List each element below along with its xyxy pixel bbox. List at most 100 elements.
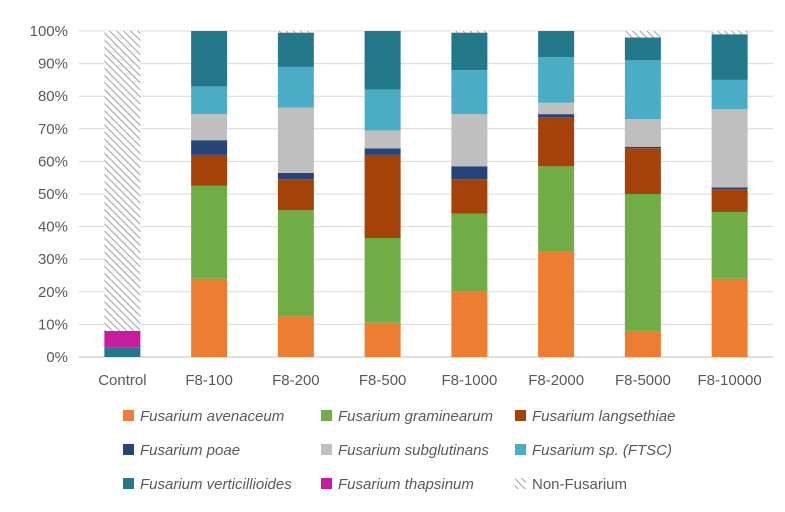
bar-segment-fusarium-avenaceum-f8-2000 — [538, 251, 575, 357]
y-tick-label: 30% — [38, 251, 68, 268]
bar-segment-fusarium-langsethiae-f8-2000 — [538, 117, 575, 167]
grid-lines — [79, 30, 773, 358]
legend-swatch-fusarium-subglutinans — [321, 444, 332, 455]
y-tick-label: 90% — [38, 56, 68, 73]
legend-label-fusarium-graminearum: Fusarium graminearum — [338, 408, 493, 425]
x-category-label: F8-5000 — [615, 372, 671, 389]
legend-label-fusarium-langsethiae: Fusarium langsethiae — [532, 408, 675, 425]
bar-segment-fusarium-poae-f8-5000 — [624, 146, 661, 149]
y-axis-tick-labels: 0% 10% 20% 30% 40% 50% 60% 70% 80% 90% 100% — [30, 23, 68, 366]
bar-segment-fusarium-avenaceum-f8-100 — [191, 278, 228, 357]
bar-segment-fusarium-sp-ftsc-f8-1000 — [451, 70, 488, 115]
legend-swatch-fusarium-thapsinum — [321, 478, 332, 489]
x-category-label: F8-1000 — [441, 372, 497, 389]
bar-segment-non-fusarium-f8-5000 — [624, 31, 661, 38]
legend-label-fusarium-subglutinans: Fusarium subglutinans — [338, 442, 489, 459]
bar-segment-fusarium-graminearum-f8-100 — [191, 185, 228, 279]
bar-segment-fusarium-verticillioides-f8-200 — [277, 32, 314, 67]
bar-segment-non-fusarium-f8-200 — [277, 31, 314, 33]
bar-segment-fusarium-sp-ftsc-f8-200 — [277, 66, 314, 108]
bar-segment-fusarium-sp-ftsc-f8-2000 — [538, 57, 575, 103]
bar-segment-fusarium-avenaceum-f8-10000 — [711, 278, 748, 357]
y-tick-label: 10% — [38, 316, 68, 333]
bar-segment-fusarium-sp-ftsc-f8-100 — [191, 86, 228, 115]
legend-swatch-non-fusarium — [515, 478, 526, 489]
bar-segment-fusarium-verticillioides-f8-2000 — [538, 31, 575, 58]
bar-segment-fusarium-langsethiae-f8-500 — [364, 154, 401, 239]
bar-segment-fusarium-avenaceum-f8-200 — [277, 316, 314, 357]
legend-swatch-fusarium-langsethiae — [515, 410, 526, 421]
legend-label-fusarium-sp-ftsc: Fusarium sp. (FTSC) — [532, 442, 672, 459]
bar-segment-fusarium-subglutinans-f8-10000 — [711, 109, 748, 188]
x-category-label: F8-2000 — [528, 372, 584, 389]
y-tick-label: 100% — [30, 23, 68, 40]
bar-segment-non-fusarium-f8-1000 — [451, 31, 488, 33]
legend-swatch-fusarium-poae — [123, 444, 134, 455]
bar-segment-fusarium-langsethiae-f8-100 — [191, 154, 228, 186]
y-tick-label: 0% — [46, 349, 68, 366]
bar-segment-fusarium-langsethiae-f8-10000 — [711, 189, 748, 212]
y-tick-label: 50% — [38, 186, 68, 203]
bar-segment-fusarium-sp-ftsc-f8-500 — [364, 89, 401, 131]
bar-segment-fusarium-subglutinans-f8-100 — [191, 114, 228, 141]
legend-label-fusarium-avenaceum: Fusarium avenaceum — [140, 408, 284, 425]
bar-segment-fusarium-avenaceum-f8-500 — [364, 322, 401, 357]
bar-segment-fusarium-avenaceum-f8-5000 — [624, 330, 661, 357]
legend-label-fusarium-thapsinum: Fusarium thapsinum — [338, 476, 474, 493]
bar-segment-fusarium-graminearum-f8-500 — [364, 238, 401, 323]
bar-segment-fusarium-verticillioides-f8-10000 — [711, 34, 748, 80]
x-category-label: F8-100 — [185, 372, 233, 389]
bar-segment-fusarium-poae-f8-200 — [277, 172, 314, 180]
bar-segment-fusarium-poae-f8-500 — [364, 148, 401, 155]
bar-segment-fusarium-sp-ftsc-f8-5000 — [624, 60, 661, 120]
legend-swatch-fusarium-avenaceum — [123, 410, 134, 421]
bar-segment-fusarium-verticillioides-f8-1000 — [451, 32, 488, 71]
x-category-label: F8-10000 — [698, 372, 762, 389]
bar-segment-fusarium-verticillioides-f8-5000 — [624, 37, 661, 61]
y-tick-label: 80% — [38, 88, 68, 105]
bar-segment-fusarium-graminearum-f8-1000 — [451, 213, 488, 292]
y-tick-label: 70% — [38, 121, 68, 138]
legend-label-fusarium-verticillioides: Fusarium verticillioides — [140, 476, 292, 493]
bar-segment-fusarium-avenaceum-f8-1000 — [451, 291, 488, 357]
bar-segment-fusarium-graminearum-f8-5000 — [624, 194, 661, 331]
bar-segment-fusarium-graminearum-f8-10000 — [711, 211, 748, 279]
bar-segment-fusarium-poae-f8-100 — [191, 140, 228, 155]
x-category-label: Control — [98, 372, 146, 389]
x-category-label: F8-500 — [359, 372, 407, 389]
bar-segment-fusarium-subglutinans-f8-5000 — [624, 119, 661, 147]
legend-swatch-fusarium-graminearum — [321, 410, 332, 421]
bar-segment-fusarium-langsethiae-f8-1000 — [451, 179, 488, 214]
legend: Fusarium avenaceum Fusarium graminearum Fu… — [123, 408, 675, 493]
bar-segment-fusarium-sp-ftsc-f8-10000 — [711, 79, 748, 110]
legend-label-fusarium-poae: Fusarium poae — [140, 442, 240, 459]
bar-segment-fusarium-poae-f8-10000 — [711, 187, 748, 190]
bar-segment-fusarium-subglutinans-f8-1000 — [451, 114, 488, 167]
bar-segment-fusarium-langsethiae-f8-200 — [277, 179, 314, 211]
bar-segment-non-fusarium-f8-10000 — [711, 31, 748, 35]
bar-segment-fusarium-subglutinans-f8-200 — [277, 107, 314, 173]
bar-segment-fusarium-verticillioides-control — [104, 347, 141, 357]
bar-segment-fusarium-graminearum-f8-200 — [277, 210, 314, 317]
bar-segment-fusarium-subglutinans-f8-500 — [364, 130, 401, 149]
legend-swatch-fusarium-verticillioides — [123, 478, 134, 489]
bar-segment-fusarium-subglutinans-f8-2000 — [538, 102, 575, 115]
bar-segment-fusarium-langsethiae-f8-5000 — [624, 148, 661, 194]
bar-segment-fusarium-poae-f8-1000 — [451, 166, 488, 180]
legend-label-non-fusarium: Non-Fusarium — [532, 476, 627, 493]
y-tick-label: 60% — [38, 153, 68, 170]
bar-segment-fusarium-poae-f8-2000 — [538, 114, 575, 118]
bar-segment-fusarium-verticillioides-f8-500 — [364, 31, 401, 90]
bar-segment-fusarium-graminearum-f8-2000 — [538, 166, 575, 252]
legend-swatch-fusarium-sp-ftsc — [515, 444, 526, 455]
bar-segment-non-fusarium-control — [104, 31, 141, 331]
bar-segment-fusarium-thapsinum-control — [104, 330, 141, 348]
bar-segment-fusarium-verticillioides-f8-100 — [191, 31, 228, 87]
y-tick-label: 40% — [38, 219, 68, 236]
y-tick-label: 20% — [38, 284, 68, 301]
x-axis-category-labels: Control F8-100 F8-200 F8-500 F8-1000 F8-2000 F… — [98, 372, 762, 389]
x-category-label: F8-200 — [272, 372, 320, 389]
bars — [104, 31, 748, 357]
